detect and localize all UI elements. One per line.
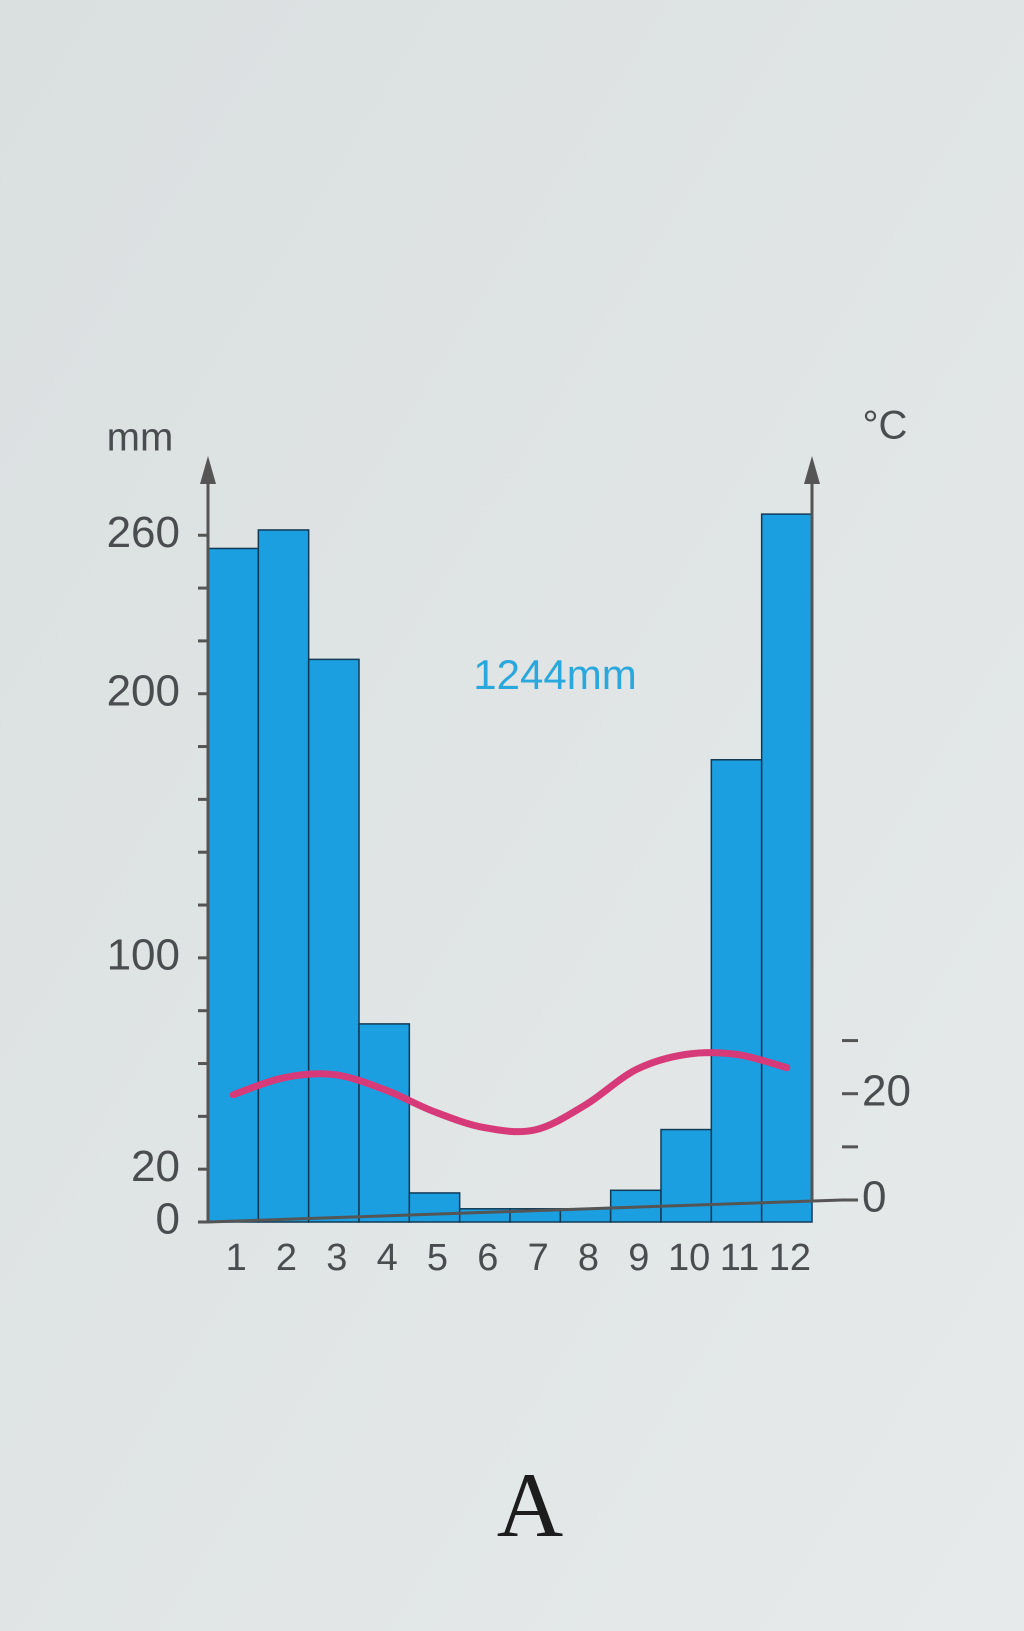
x-tick-label: 1 bbox=[226, 1237, 247, 1279]
x-tick-label: 7 bbox=[528, 1237, 549, 1279]
x-tick-label: 8 bbox=[578, 1237, 599, 1279]
x-tick-label: 3 bbox=[326, 1237, 347, 1279]
y2-axis-arrow bbox=[804, 456, 820, 484]
x-tick-label: 2 bbox=[276, 1237, 297, 1279]
y-tick-label: 260 bbox=[107, 508, 180, 557]
y-axis-unit: mm bbox=[107, 416, 174, 460]
bar bbox=[257, 529, 310, 1223]
x-tick-label: 12 bbox=[769, 1237, 811, 1279]
bar bbox=[307, 658, 360, 1223]
x-tick-label: 11 bbox=[720, 1237, 759, 1279]
temperature-line bbox=[229, 1049, 791, 1136]
y-tick-label: 20 bbox=[131, 1142, 180, 1191]
x-tick-label: 5 bbox=[427, 1237, 448, 1279]
bars bbox=[207, 513, 813, 1223]
bar bbox=[760, 513, 813, 1223]
bar bbox=[207, 547, 260, 1223]
y-axis-arrow bbox=[200, 456, 216, 484]
y2-tick-label: 0 bbox=[862, 1173, 886, 1222]
x-tick-label: 6 bbox=[477, 1237, 498, 1279]
x-tick-label: 4 bbox=[377, 1237, 398, 1279]
x-axis-line bbox=[207, 1198, 843, 1224]
y-tick-label: 200 bbox=[107, 666, 180, 715]
bar bbox=[660, 1128, 713, 1223]
x-tick-label: 10 bbox=[668, 1237, 710, 1279]
x-tick-label: 9 bbox=[628, 1237, 649, 1279]
bar bbox=[408, 1192, 461, 1223]
bar bbox=[358, 1023, 411, 1223]
y-tick-label: 0 bbox=[156, 1195, 180, 1244]
bar bbox=[710, 759, 763, 1223]
y2-tick-label: 20 bbox=[862, 1066, 911, 1115]
y2-axis-unit: °C bbox=[863, 404, 908, 448]
caption: A bbox=[497, 1454, 563, 1556]
y-tick-label: 100 bbox=[107, 930, 180, 979]
total-annotation: 1244mm bbox=[473, 651, 636, 698]
